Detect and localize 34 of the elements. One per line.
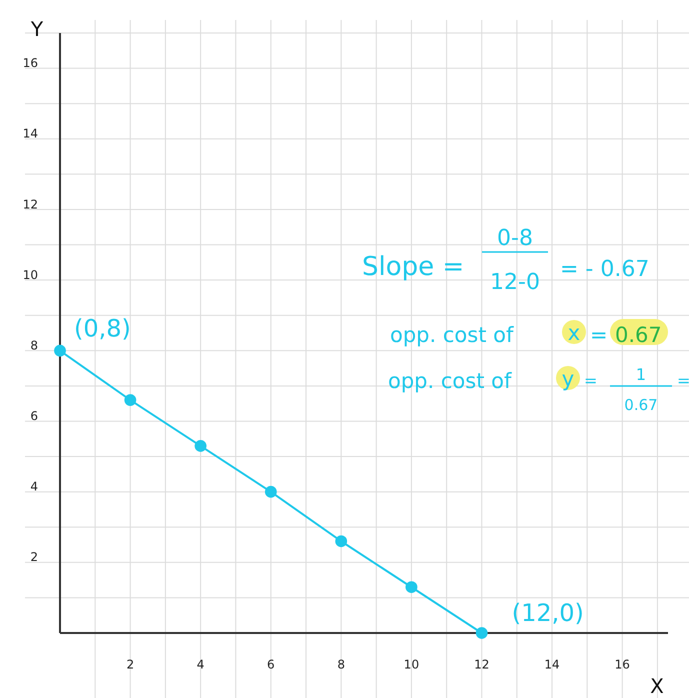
- y-axis-title: Y: [30, 17, 44, 41]
- annotation: opp. cost of: [390, 323, 514, 347]
- annotation: x: [568, 321, 580, 345]
- annotation: y: [562, 367, 574, 391]
- annotation: 0-8: [497, 226, 533, 251]
- y-tick-label: 16: [22, 56, 38, 70]
- annotation: 0.67: [624, 396, 658, 414]
- annotation: Slope =: [362, 252, 464, 282]
- annotation: =: [584, 371, 598, 390]
- annotation: 1: [636, 365, 646, 384]
- x-axis-title: X: [650, 674, 664, 698]
- x-tick-label: 12: [474, 658, 490, 672]
- annotation: (0,8): [74, 314, 131, 343]
- x-tick-label: 16: [614, 658, 630, 672]
- annotation: = - 0.67: [560, 257, 650, 282]
- y-tick-label: 2: [30, 550, 38, 564]
- x-tick-label: 8: [337, 658, 345, 672]
- x-tick-label: 6: [267, 658, 275, 672]
- x-tick-label: 10: [404, 658, 420, 672]
- x-tick-label: 4: [196, 658, 204, 672]
- x-tick-label: 2: [126, 658, 134, 672]
- annotation: 0.67: [615, 323, 662, 347]
- annotation: 12-0: [490, 270, 540, 295]
- y-tick-label: 8: [30, 338, 38, 352]
- x-tick-label: 14: [544, 658, 560, 672]
- y-tick-label: 10: [22, 268, 38, 282]
- y-tick-label: 4: [30, 480, 38, 494]
- y-tick-label: 6: [30, 409, 38, 424]
- y-tick-label: 12: [22, 197, 38, 212]
- y-tick-label: 14: [22, 126, 38, 141]
- annotation: (12,0): [512, 599, 584, 627]
- annotation: opp. cost of: [388, 369, 512, 393]
- text: =: [677, 371, 689, 390]
- annotation: =: [590, 323, 608, 347]
